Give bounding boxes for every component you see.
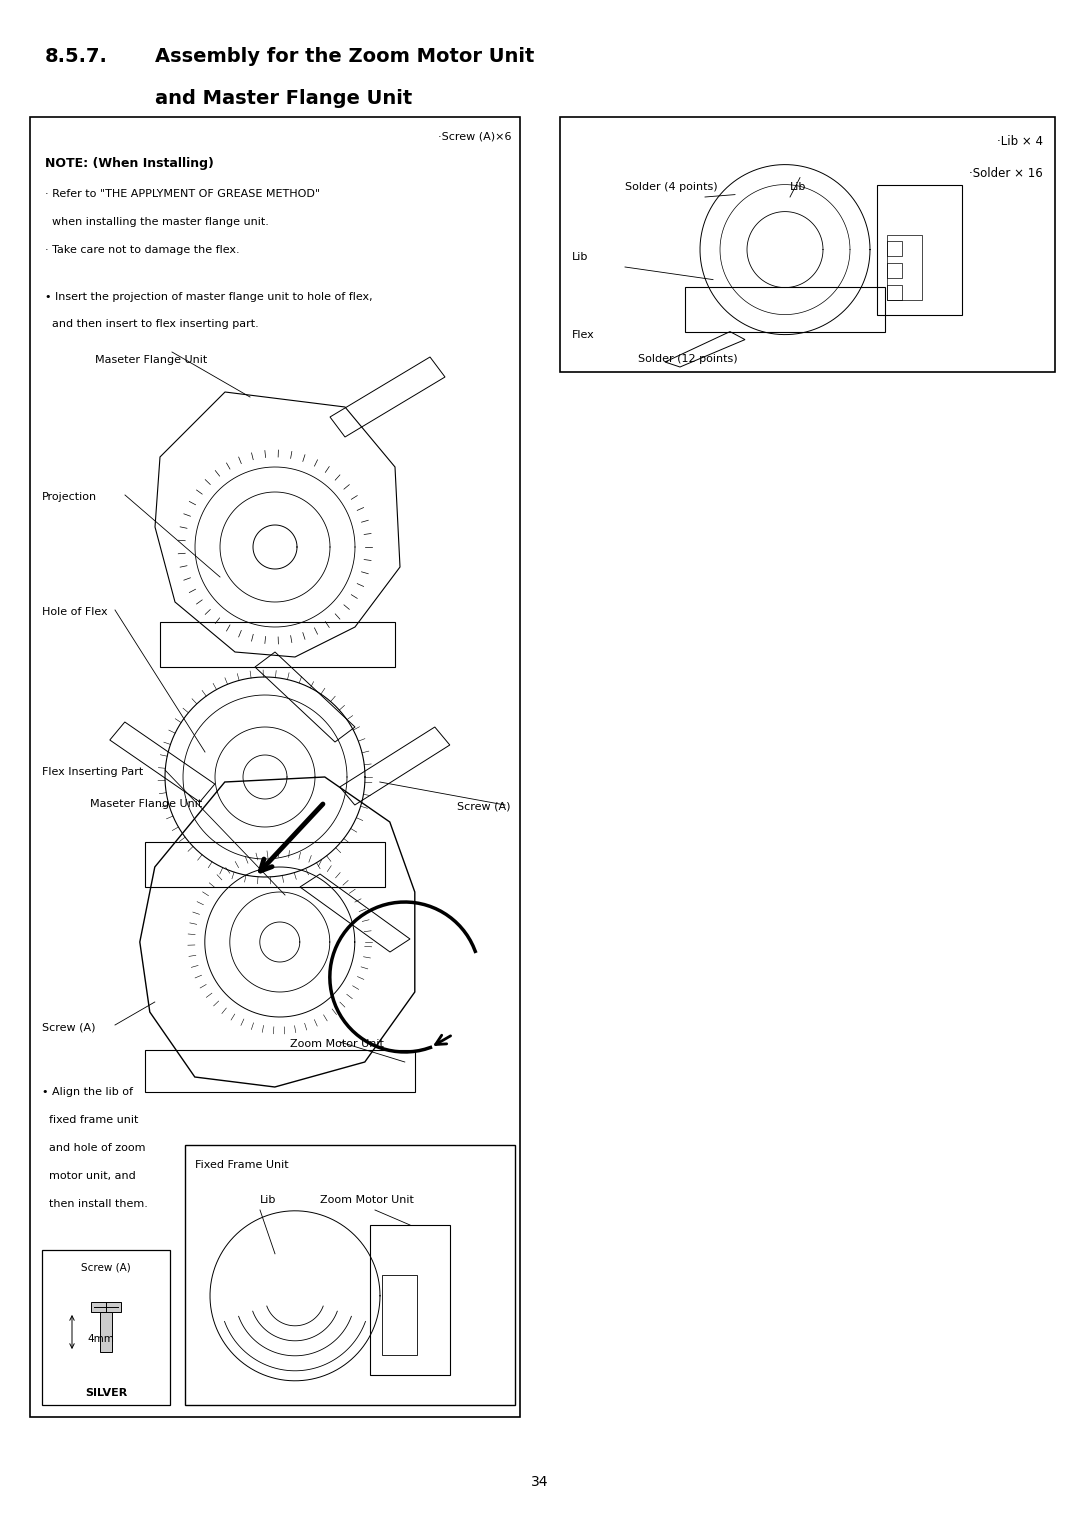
- Text: Maseter Flange Unit: Maseter Flange Unit: [95, 354, 207, 365]
- Text: and then insert to flex inserting part.: and then insert to flex inserting part.: [45, 319, 259, 328]
- Text: ·Lib × 4: ·Lib × 4: [997, 134, 1043, 148]
- Text: · Take care not to damage the flex.: · Take care not to damage the flex.: [45, 244, 240, 255]
- Text: then install them.: then install them.: [42, 1199, 148, 1209]
- Text: Assembly for the Zoom Motor Unit: Assembly for the Zoom Motor Unit: [156, 47, 535, 66]
- Bar: [185, 1145, 515, 1405]
- Text: NOTE: (When Installing): NOTE: (When Installing): [45, 157, 214, 169]
- Bar: [100, 1312, 112, 1351]
- Bar: [887, 263, 902, 278]
- Bar: [887, 241, 902, 255]
- Text: Fixed Frame Unit: Fixed Frame Unit: [195, 1161, 288, 1170]
- Text: motor unit, and: motor unit, and: [42, 1171, 136, 1180]
- Bar: [30, 118, 519, 1417]
- Text: and hole of zoom: and hole of zoom: [42, 1144, 146, 1153]
- Bar: [145, 841, 384, 887]
- Text: and Master Flange Unit: and Master Flange Unit: [156, 89, 413, 108]
- Text: SILVER: SILVER: [85, 1388, 127, 1399]
- Bar: [42, 1251, 170, 1405]
- Text: fixed frame unit: fixed frame unit: [42, 1115, 138, 1125]
- Text: 34: 34: [531, 1475, 549, 1489]
- Bar: [370, 1225, 450, 1374]
- Bar: [877, 185, 962, 315]
- Text: Screw (A): Screw (A): [42, 1022, 95, 1032]
- Text: ·Solder × 16: ·Solder × 16: [969, 166, 1043, 180]
- Bar: [887, 284, 902, 299]
- Text: Screw (A): Screw (A): [81, 1261, 131, 1272]
- Text: Hole of Flex: Hole of Flex: [42, 608, 108, 617]
- Text: Zoom Motor Unit: Zoom Motor Unit: [291, 1038, 383, 1049]
- Text: · Refer to "THE APPLYMENT OF GREASE METHOD": · Refer to "THE APPLYMENT OF GREASE METH…: [45, 189, 320, 199]
- Bar: [382, 1275, 417, 1354]
- Bar: [160, 621, 395, 667]
- Bar: [887, 235, 922, 299]
- Bar: [145, 1051, 415, 1092]
- Bar: [91, 1303, 121, 1312]
- Text: Zoom Motor Unit: Zoom Motor Unit: [320, 1196, 414, 1205]
- Text: • Insert the projection of master flange unit to hole of flex,: • Insert the projection of master flange…: [45, 292, 373, 302]
- Text: Solder (4 points): Solder (4 points): [625, 182, 717, 192]
- Text: Screw (A): Screw (A): [457, 802, 510, 812]
- Text: Flex Inserting Part: Flex Inserting Part: [42, 767, 144, 777]
- Text: Flex: Flex: [572, 330, 595, 341]
- Text: Maseter Flange Unit: Maseter Flange Unit: [90, 799, 202, 809]
- Text: when installing the master flange unit.: when installing the master flange unit.: [45, 217, 269, 228]
- Bar: [685, 287, 885, 331]
- Text: Lib: Lib: [572, 252, 589, 263]
- Text: Projection: Projection: [42, 492, 97, 502]
- Text: ·Screw (A)×6: ·Screw (A)×6: [438, 131, 512, 142]
- Text: 8.5.7.: 8.5.7.: [45, 47, 108, 66]
- Bar: [561, 118, 1055, 373]
- Text: Lib: Lib: [260, 1196, 276, 1205]
- Text: 4mm: 4mm: [87, 1335, 113, 1344]
- Text: Solder (12 points): Solder (12 points): [638, 354, 738, 363]
- Text: Lib: Lib: [789, 182, 807, 192]
- Text: • Align the lib of: • Align the lib of: [42, 1087, 133, 1096]
